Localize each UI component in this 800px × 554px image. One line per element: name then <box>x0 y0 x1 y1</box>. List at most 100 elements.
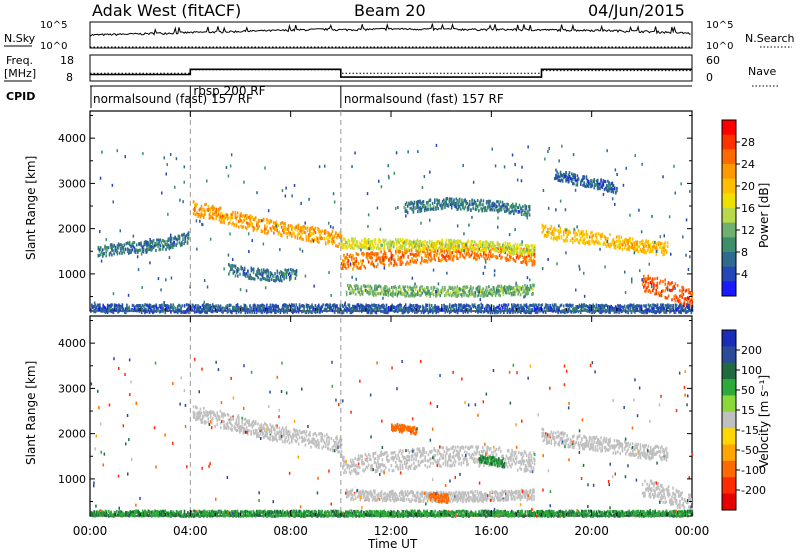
power-cell <box>505 303 507 307</box>
power-cell <box>564 308 566 312</box>
power-cell <box>448 254 450 258</box>
power-cell <box>445 253 448 257</box>
power-cell <box>382 239 385 243</box>
power-cell <box>432 288 435 291</box>
power-cell <box>175 237 177 241</box>
power-cell <box>334 304 337 308</box>
power-cell <box>408 201 410 205</box>
power-cell <box>376 286 378 290</box>
power-cell <box>314 226 317 230</box>
power-cell <box>528 254 530 258</box>
power-cell <box>516 251 519 254</box>
power-cell <box>484 244 486 248</box>
power-cell <box>236 215 239 219</box>
power-cell <box>463 251 466 255</box>
power-cell <box>441 309 443 312</box>
power-cell <box>546 235 548 238</box>
power-cell <box>530 252 533 256</box>
power-cell <box>603 241 606 245</box>
power-cell <box>359 287 361 291</box>
power-cell <box>683 309 686 313</box>
power-cell <box>398 306 400 310</box>
power-cell <box>341 303 344 307</box>
power-cell <box>120 248 122 252</box>
power-cell <box>391 293 393 297</box>
power-cell <box>194 212 196 216</box>
power-cell <box>552 236 555 240</box>
power-cell <box>356 309 358 313</box>
power-cell <box>661 303 663 307</box>
power-cell <box>128 251 130 255</box>
power-cell <box>645 304 647 308</box>
power-cell <box>355 305 357 309</box>
power-cell <box>562 230 565 234</box>
power-cell <box>333 240 336 244</box>
power-cell <box>281 306 284 309</box>
power-cell <box>481 241 484 245</box>
power-cell <box>197 212 199 216</box>
power-cell <box>291 228 293 231</box>
power-cell <box>479 249 482 253</box>
power-cell <box>354 284 357 288</box>
power-cell <box>634 248 636 252</box>
power-cell <box>516 307 519 311</box>
power-cell <box>148 310 151 314</box>
power-cell <box>113 252 115 256</box>
power-cell <box>680 293 682 297</box>
power-cell <box>382 247 385 251</box>
power-cell <box>268 221 271 225</box>
power-cell <box>156 243 158 247</box>
power-cell <box>533 248 536 252</box>
power-cell <box>404 203 407 206</box>
power-cell <box>452 254 455 258</box>
power-cell <box>253 306 256 310</box>
power-cell <box>138 309 141 313</box>
power-cell <box>193 310 196 314</box>
power-cell <box>470 243 473 247</box>
power-cell <box>282 229 284 233</box>
power-cell <box>636 309 638 313</box>
power-cell <box>355 309 357 312</box>
power-cell <box>279 309 282 313</box>
power-cell <box>451 304 453 308</box>
power-cell <box>217 212 220 216</box>
power-cell <box>264 224 266 228</box>
power-cell <box>169 246 172 250</box>
power-cell <box>360 265 362 269</box>
power-cell <box>585 308 588 312</box>
power-cell <box>611 239 614 243</box>
power-cell <box>523 307 525 311</box>
power-cell <box>290 305 293 309</box>
power-cell <box>515 245 518 249</box>
power-cell <box>493 245 495 249</box>
power-cell <box>268 278 271 282</box>
power-cell <box>121 244 123 248</box>
power-cell <box>656 242 659 245</box>
power-cell <box>209 303 212 307</box>
power-cell <box>353 306 355 310</box>
power-cell <box>245 217 248 221</box>
power-cell <box>496 291 498 295</box>
power-cell <box>515 250 518 254</box>
power-cell <box>567 309 570 313</box>
power-cell <box>401 238 404 242</box>
power-cell <box>334 306 337 310</box>
power-cell <box>513 244 516 248</box>
power-cell <box>395 238 397 242</box>
power-cell <box>323 229 326 233</box>
power-cell <box>588 304 591 307</box>
power-cell <box>569 239 572 243</box>
power-cell <box>491 291 494 294</box>
power-cell <box>429 306 432 310</box>
power-cell <box>269 306 272 310</box>
power-cell <box>431 257 433 261</box>
power-cell <box>480 254 483 258</box>
power-cell <box>403 206 406 209</box>
power-cell <box>399 303 401 307</box>
power-cell <box>262 217 265 221</box>
power-cell <box>288 309 291 313</box>
power-cell <box>532 287 534 291</box>
power-cell <box>303 304 305 308</box>
power-cell <box>520 310 522 314</box>
power-cell <box>664 241 667 245</box>
